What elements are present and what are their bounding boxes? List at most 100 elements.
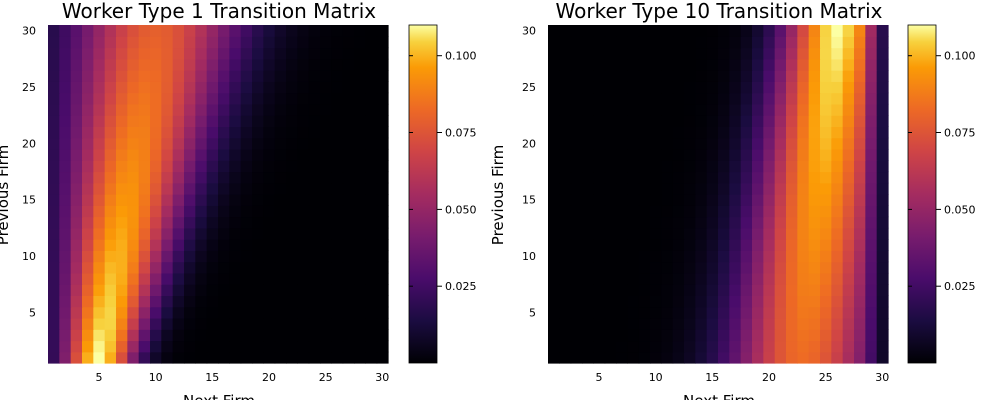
heatmap-cell xyxy=(218,261,230,274)
heatmap-cell xyxy=(661,92,674,105)
heatmap-cell xyxy=(548,295,560,308)
heatmap-cell xyxy=(104,272,117,285)
heatmap-cell xyxy=(763,160,776,173)
heatmap-cell xyxy=(627,171,640,184)
heatmap-cell xyxy=(548,182,560,195)
heatmap-cell xyxy=(365,137,378,150)
heatmap-cell xyxy=(229,329,242,342)
heatmap-cell xyxy=(82,137,94,150)
heatmap-cell xyxy=(82,351,94,364)
heatmap-cell xyxy=(331,272,344,285)
heatmap-cell xyxy=(548,58,560,71)
heatmap-cell xyxy=(252,47,264,60)
heatmap-cell xyxy=(740,329,753,342)
heatmap-cell xyxy=(82,70,94,82)
heatmap-cell xyxy=(195,317,208,330)
heatmap-cell xyxy=(786,295,798,308)
heatmap-cell xyxy=(604,47,617,60)
heatmap-cell xyxy=(786,137,798,150)
heatmap-cell xyxy=(365,103,378,116)
heatmap-cell xyxy=(638,284,651,296)
heatmap-cell xyxy=(48,329,60,342)
heatmap-cell xyxy=(582,47,594,60)
heatmap-cell xyxy=(684,58,696,71)
heatmap-cell xyxy=(229,70,242,82)
heatmap-cell xyxy=(70,148,83,161)
heatmap-cell xyxy=(127,58,140,71)
heatmap-cell xyxy=(274,81,287,94)
heatmap-cell xyxy=(286,317,298,330)
heatmap-cell xyxy=(320,205,332,218)
heatmap-cell xyxy=(650,81,662,94)
heatmap-cell xyxy=(831,329,844,342)
heatmap-cell xyxy=(661,126,674,139)
heatmap-cell xyxy=(820,92,832,105)
heatmap-cell xyxy=(240,171,253,184)
heatmap-cell xyxy=(127,351,140,364)
heatmap-cell xyxy=(854,239,866,251)
heatmap-cell xyxy=(354,194,366,206)
heatmap-cell xyxy=(582,182,594,195)
heatmap-cell xyxy=(684,92,696,105)
heatmap-cell xyxy=(548,317,560,330)
heatmap-cell xyxy=(842,81,855,94)
heatmap-cell xyxy=(342,171,355,184)
heatmap-cell xyxy=(582,70,594,82)
heatmap-cell xyxy=(161,261,174,274)
heatmap-cell xyxy=(59,92,72,105)
heatmap-cell xyxy=(718,340,730,353)
heatmap-cell xyxy=(627,92,640,105)
heatmap-cell xyxy=(661,182,674,195)
heatmap-cell xyxy=(627,272,640,285)
heatmap-cell xyxy=(172,81,185,94)
x-tick-label: 20 xyxy=(262,371,276,384)
heatmap-cell xyxy=(740,216,753,229)
heatmap-cell xyxy=(593,36,606,49)
heatmap-cell xyxy=(604,239,617,251)
heatmap-cell xyxy=(684,261,696,274)
heatmap-cell xyxy=(172,306,185,319)
heatmap-cell xyxy=(342,340,355,353)
heatmap-cell xyxy=(763,92,776,105)
heatmap-cell xyxy=(48,137,60,150)
heatmap-cell xyxy=(774,148,787,161)
heatmap-cell xyxy=(740,194,753,206)
heatmap-cell xyxy=(661,340,674,353)
heatmap-cell xyxy=(616,250,628,263)
heatmap-cell xyxy=(650,261,662,274)
heatmap-cell xyxy=(172,171,185,184)
heatmap-cell xyxy=(138,81,151,94)
heatmap-cell xyxy=(104,81,117,94)
y-tick-label: 20 xyxy=(522,137,536,150)
heatmap-cell xyxy=(82,126,94,139)
heatmap-cell xyxy=(718,205,730,218)
heatmap-cell xyxy=(229,205,242,218)
heatmap-cell xyxy=(274,194,287,206)
heatmap-cell xyxy=(593,58,606,71)
heatmap-cell xyxy=(274,306,287,319)
heatmap-cell xyxy=(820,137,832,150)
heatmap-cell xyxy=(570,216,583,229)
heatmap-cell xyxy=(786,70,798,82)
heatmap-cell xyxy=(93,36,106,49)
heatmap-cell xyxy=(274,36,287,49)
heatmap-cell xyxy=(195,272,208,285)
heatmap-cell xyxy=(376,205,389,218)
heatmap-cell xyxy=(70,261,83,274)
heatmap-cell xyxy=(831,160,844,173)
heatmap-cell xyxy=(570,351,583,364)
heatmap-cell xyxy=(786,182,798,195)
heatmap-cell xyxy=(808,58,821,71)
heatmap-cell xyxy=(354,70,366,82)
heatmap-cell xyxy=(263,92,276,105)
heatmap-cell xyxy=(854,70,866,82)
heatmap-cell xyxy=(582,239,594,251)
heatmap-cell xyxy=(320,137,332,150)
heatmap-cell xyxy=(548,115,560,127)
heatmap-cell xyxy=(661,58,674,71)
heatmap-cell xyxy=(684,227,696,240)
heatmap-cell xyxy=(206,272,219,285)
heatmap-cell xyxy=(70,216,83,229)
heatmap-cell xyxy=(172,261,185,274)
heatmap-cell xyxy=(195,284,208,296)
